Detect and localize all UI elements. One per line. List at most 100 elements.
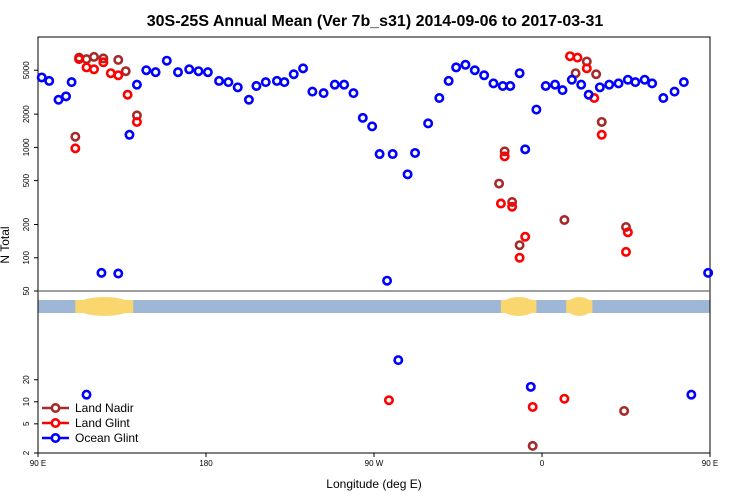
land-band-bulge	[566, 297, 593, 316]
ocean-glint-point	[367, 121, 378, 132]
ocean-glint-point	[576, 79, 587, 90]
ocean-glint-point	[520, 144, 531, 155]
x-tick-label: 0	[540, 459, 545, 468]
ocean-glint-point	[193, 66, 204, 77]
land-nadir-point	[620, 222, 631, 233]
x-tick-label: 180	[199, 459, 213, 468]
ocean-glint-point	[550, 79, 561, 90]
ocean-glint-point	[141, 65, 152, 76]
ocean-glint-point	[260, 77, 271, 88]
ocean-glint-point	[460, 59, 471, 70]
x-axis-label: Longitude (deg E)	[326, 477, 421, 491]
ocean-glint-point	[307, 86, 318, 97]
ocean-glint-point	[288, 69, 299, 80]
chart-title: 30S-25S Annual Mean (Ver 7b_s31) 2014-09…	[147, 13, 604, 30]
ocean-glint-point	[594, 82, 605, 93]
ocean-glint-point	[557, 85, 568, 96]
ocean-glint-point	[124, 129, 135, 140]
land-glint-point	[507, 201, 518, 212]
y-tick-label: 5000	[22, 61, 31, 79]
ocean-glint-point	[703, 267, 714, 278]
land-nadir-point	[113, 54, 124, 65]
y-tick-label: 200	[22, 217, 31, 231]
x-tick-label: 90 E	[30, 459, 46, 468]
land-glint-point	[620, 246, 631, 257]
land-glint-point	[495, 198, 506, 209]
land-glint-point	[520, 231, 531, 242]
land-glint-point	[113, 70, 124, 81]
legend-label-ocean-glint: Ocean Glint	[75, 431, 139, 445]
land-glint-point	[581, 63, 592, 74]
ocean-glint-point	[96, 267, 107, 278]
ocean-glint-point	[36, 72, 47, 83]
ocean-glint-point	[505, 80, 516, 91]
land-glint-point	[383, 395, 394, 406]
ocean-band	[38, 300, 710, 313]
land-glint-point	[131, 116, 142, 127]
y-tick-label: 20	[22, 375, 31, 384]
land-nadir-point	[494, 178, 505, 189]
ocean-glint-point	[150, 67, 161, 78]
x-tick-label: 90 W	[365, 459, 384, 468]
y-tick-label: 10	[22, 397, 31, 406]
ocean-glint-point	[451, 62, 462, 73]
ocean-glint-point	[339, 79, 350, 90]
land-nadir-point	[619, 405, 630, 416]
land-glint-point	[527, 401, 538, 412]
land-nadir-point	[98, 53, 109, 64]
ocean-glint-point	[202, 67, 213, 78]
ocean-glint-point	[402, 169, 413, 180]
y-tick-label: 50	[22, 286, 31, 295]
ocean-glint-point	[329, 79, 340, 90]
land-glint-point	[89, 64, 100, 75]
ocean-glint-point	[583, 89, 594, 100]
legend-marker-ocean-glint	[50, 432, 61, 443]
ocean-glint-point	[357, 112, 368, 123]
ocean-glint-point	[184, 64, 195, 75]
y-tick-label: 100	[22, 251, 31, 265]
land-nadir-point	[70, 131, 81, 142]
y-tick-label: 1000	[22, 138, 31, 156]
ocean-glint-point	[488, 78, 499, 89]
x-tick-label: 90 E	[702, 459, 718, 468]
land-nadir-point	[89, 51, 100, 62]
ocean-glint-point	[479, 70, 490, 81]
ocean-glint-point	[639, 74, 650, 85]
land-glint-point	[98, 57, 109, 68]
ocean-glint-point	[81, 389, 92, 400]
ocean-glint-point	[434, 93, 445, 104]
ocean-glint-point	[279, 77, 290, 88]
ocean-glint-point	[393, 355, 404, 366]
ocean-glint-point	[161, 55, 172, 66]
land-nadir-point	[499, 146, 510, 157]
land-nadir-point	[527, 440, 538, 451]
ocean-glint-point	[318, 88, 329, 99]
ocean-glint-point	[44, 75, 55, 86]
land-glint-point	[122, 89, 133, 100]
land-ocean-band	[38, 297, 710, 316]
ocean-glint-point	[271, 75, 282, 86]
ocean-glint-point	[131, 79, 142, 90]
legend-label-land-glint: Land Glint	[75, 416, 130, 430]
land-glint-point	[564, 51, 575, 62]
land-nadir-point	[591, 69, 602, 80]
ocean-glint-point	[214, 75, 225, 86]
land-nadir-point	[559, 214, 570, 225]
ocean-glint-point	[251, 80, 262, 91]
ocean-glint-point	[243, 94, 254, 105]
y-axis-label: N Total	[0, 226, 12, 263]
ocean-glint-point	[60, 91, 71, 102]
ocean-glint-point	[374, 149, 385, 160]
y-tick-label: 500	[22, 173, 31, 187]
ocean-glint-point	[514, 68, 525, 79]
land-band-bulge	[500, 297, 537, 316]
ocean-glint-point	[387, 149, 398, 160]
land-nadir-point	[120, 66, 131, 77]
ocean-glint-point	[113, 268, 124, 279]
ocean-glint-point	[540, 80, 551, 91]
ocean-glint-point	[173, 67, 184, 78]
land-nadir-point	[514, 240, 525, 251]
legend-label-land-nadir: Land Nadir	[75, 401, 134, 415]
ocean-glint-point	[443, 75, 454, 86]
